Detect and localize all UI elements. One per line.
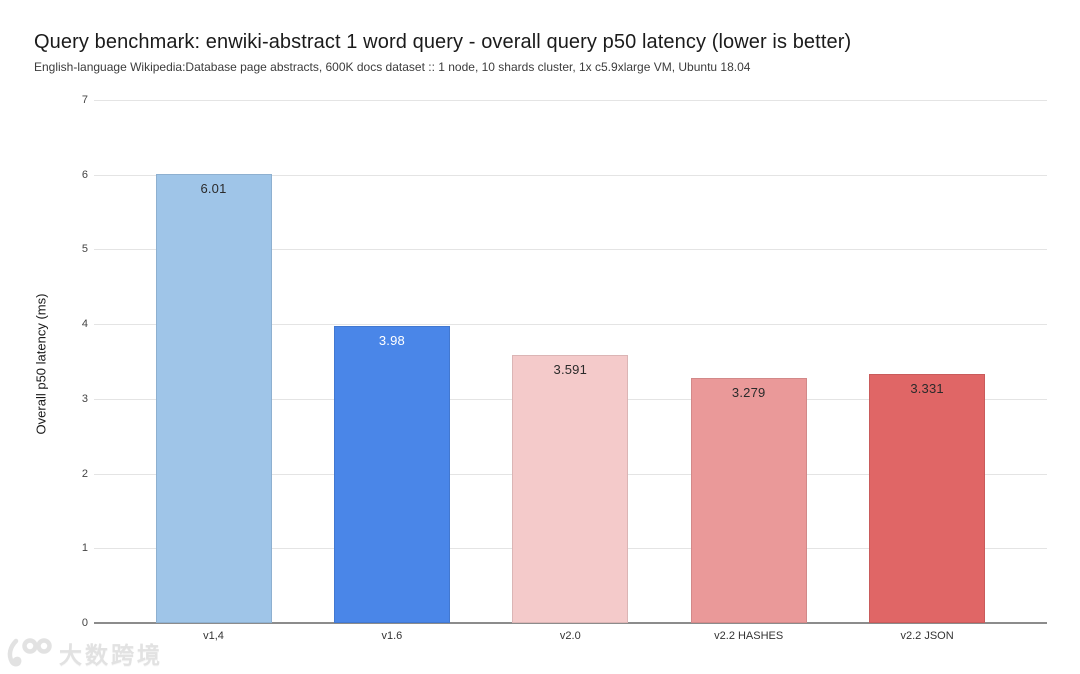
gridline bbox=[94, 324, 1047, 326]
y-tick-label: 7 bbox=[81, 94, 88, 106]
y-tick-label: 6 bbox=[81, 168, 88, 181]
bar-value-label: 3.331 bbox=[910, 381, 944, 397]
x-axis-baseline bbox=[94, 622, 1047, 624]
gridline bbox=[94, 174, 1047, 176]
chart-subtitle: English-language Wikipedia:Database page… bbox=[34, 60, 751, 74]
chart-title: Query benchmark: enwiki-abstract 1 word … bbox=[34, 31, 852, 53]
bar-v1.6: 3.98 bbox=[333, 325, 450, 623]
watermark: 大数跨境 bbox=[6, 636, 163, 670]
bar-value-label: 3.279 bbox=[731, 385, 766, 401]
100-rings-logo-icon bbox=[7, 638, 52, 667]
bar-v2.2-json: 3.331 bbox=[869, 374, 986, 623]
y-axis-title: Overall p50 latency (ms) bbox=[33, 293, 49, 435]
x-category-label: v2.2 JSON bbox=[900, 630, 954, 642]
x-category-label: v1.6 bbox=[381, 630, 403, 642]
y-tick-label: 2 bbox=[81, 467, 88, 480]
bar-v1-4: 6.01 bbox=[155, 173, 272, 623]
gridline bbox=[94, 100, 1047, 101]
x-category-label: v2.2 HASHES bbox=[714, 630, 784, 642]
watermark-brand-text: 大数跨境 bbox=[59, 642, 163, 668]
gridline bbox=[94, 249, 1047, 251]
bar-v2.2-hashes: 3.279 bbox=[690, 378, 807, 623]
y-tick-label: 5 bbox=[81, 243, 88, 256]
y-tick-label: 3 bbox=[81, 392, 88, 405]
y-tick-label: 1 bbox=[81, 542, 88, 555]
x-category-label: v2.0 bbox=[559, 630, 581, 642]
bar-value-label: 3.98 bbox=[378, 332, 405, 348]
bar-value-label: 3.591 bbox=[553, 361, 588, 377]
plot-area: 6.01 3.98 3.591 3.279 3.331 bbox=[94, 100, 1047, 624]
bar-v2.0: 3.591 bbox=[512, 354, 629, 623]
bar-value-label: 6.01 bbox=[200, 180, 227, 196]
y-tick-label: 4 bbox=[81, 318, 88, 331]
y-tick-label: 0 bbox=[81, 617, 88, 629]
x-category-label: v1,4 bbox=[203, 630, 224, 642]
